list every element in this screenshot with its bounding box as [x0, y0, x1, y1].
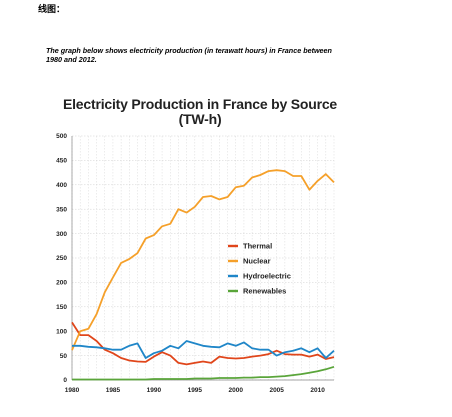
x-tick-label-1980: 1980 — [65, 387, 80, 394]
series-line-renewables — [72, 365, 335, 381]
chart-series — [71, 169, 335, 381]
x-tick-label-2010: 2010 — [310, 387, 325, 394]
legend-label-renewables: Renewables — [243, 287, 286, 296]
y-tick-label-350: 350 — [56, 206, 67, 213]
task-prompt: The graph below shows electricity produc… — [46, 46, 332, 64]
chart-legend: Thermal Nuclear Hydroelectric Renewables — [228, 242, 291, 296]
y-tick-label-100: 100 — [56, 328, 67, 335]
y-tick-label-200: 200 — [56, 280, 67, 287]
page-heading: 线图： — [38, 5, 66, 15]
x-tick-label-2005: 2005 — [269, 387, 284, 394]
x-tick-label-1990: 1990 — [147, 387, 162, 394]
y-tick-label-500: 500 — [56, 133, 67, 140]
chart-title-line-2: (TW-h) — [178, 111, 222, 127]
y-tick-label-0: 0 — [63, 377, 67, 384]
y-tick-label-300: 300 — [56, 231, 67, 238]
legend-label-thermal: Thermal — [243, 242, 272, 251]
x-tick-label-1995: 1995 — [188, 387, 203, 394]
chart-grid — [71, 135, 335, 381]
series-line-nuclear — [71, 169, 335, 351]
y-tick-label-400: 400 — [56, 182, 67, 189]
series-line-thermal — [71, 321, 335, 366]
legend-label-hydroelectric: Hydroelectric — [243, 272, 291, 281]
chart-title: Electricity Production in France by Sour… — [50, 97, 350, 127]
y-tick-label-50: 50 — [60, 353, 68, 360]
legend-label-nuclear: Nuclear — [243, 257, 271, 266]
chart-axes: 0 50 100 150 200 250 300 350 400 450 500 1980 1985 19… — [56, 133, 334, 394]
y-tick-label-250: 250 — [56, 255, 67, 262]
series-line-hydroelectric — [72, 340, 335, 359]
x-tick-label-1985: 1985 — [106, 387, 121, 394]
y-tick-label-450: 450 — [56, 158, 67, 165]
y-tick-label-150: 150 — [56, 304, 67, 311]
x-tick-label-2000: 2000 — [229, 387, 244, 394]
chart-title-line-1: Electricity Production in France by Sour… — [62, 96, 337, 112]
